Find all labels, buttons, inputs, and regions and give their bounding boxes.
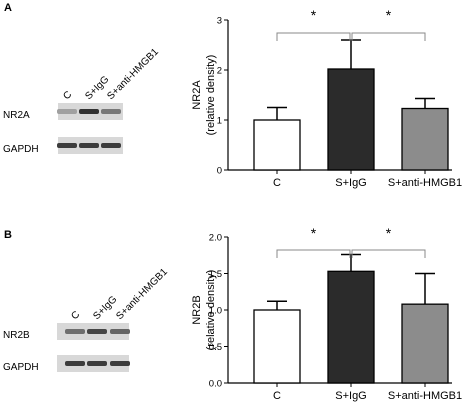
y-axis-label: NR2A [191, 80, 203, 110]
y-axis-label-sub: (relative density) [205, 55, 217, 136]
significance-bracket [276, 249, 351, 258]
blot-row-label: GAPDH [3, 144, 39, 155]
blot-band [101, 143, 121, 148]
significance-star: * [386, 7, 392, 23]
y-tick-label: 0.5 [209, 342, 222, 353]
x-tick-label: S+anti-HMGB1 [388, 390, 462, 402]
blot-band [65, 361, 85, 366]
panel-label: B [4, 229, 12, 241]
bar [253, 309, 301, 384]
blot-band [87, 361, 107, 366]
x-tick-label: C [273, 390, 281, 402]
y-tick-label: 0 [217, 166, 222, 177]
bar [327, 68, 375, 171]
significance-bracket [351, 32, 426, 41]
y-tick-label: 2.0 [209, 233, 222, 244]
blot-lane-label: C [61, 89, 74, 102]
blot-lane-label: S+anti-HMGB1 [105, 46, 161, 102]
x-tick-label: S+anti-HMGB1 [388, 177, 462, 189]
x-tick-label: C [273, 177, 281, 189]
bar [253, 119, 301, 171]
blot-band [79, 143, 99, 148]
significance-bracket [351, 249, 426, 258]
blot-band [87, 329, 107, 334]
y-tick-label: 1.0 [209, 306, 222, 317]
blot-band [57, 109, 77, 114]
y-tick-label: 1 [217, 116, 222, 127]
blot-band [110, 361, 130, 366]
significance-star: * [311, 7, 317, 23]
blot-band [57, 143, 77, 148]
y-tick-label: 3 [217, 16, 222, 27]
blot-row-label: NR2A [3, 110, 30, 121]
blot-lane-label: C [69, 309, 82, 322]
y-tick-label: 0.0 [209, 379, 222, 390]
y-axis-label-sub: (relative density) [205, 270, 217, 351]
blot-band [101, 109, 121, 114]
blot-row-label: GAPDH [3, 362, 39, 373]
blot-row-label: NR2B [3, 330, 30, 341]
blot-band [79, 109, 99, 114]
bar [327, 270, 375, 384]
y-axis-label: NR2B [191, 295, 203, 324]
blot-band [65, 329, 85, 334]
bar [401, 303, 449, 384]
bar [401, 107, 449, 171]
x-tick-label: S+IgG [335, 177, 367, 189]
y-tick-label: 2 [217, 66, 222, 77]
significance-star: * [311, 225, 317, 241]
blot-lane-label: S+anti-HMGB1 [114, 266, 170, 322]
y-tick-label: 1.5 [209, 269, 222, 280]
panel-label: A [4, 2, 12, 14]
significance-star: * [386, 225, 392, 241]
significance-bracket [276, 32, 351, 41]
blot-lane-label: S+IgG [91, 294, 119, 322]
x-tick-label: S+IgG [335, 390, 367, 402]
blot-band [110, 329, 130, 334]
blot-lane-label: S+IgG [83, 74, 111, 102]
